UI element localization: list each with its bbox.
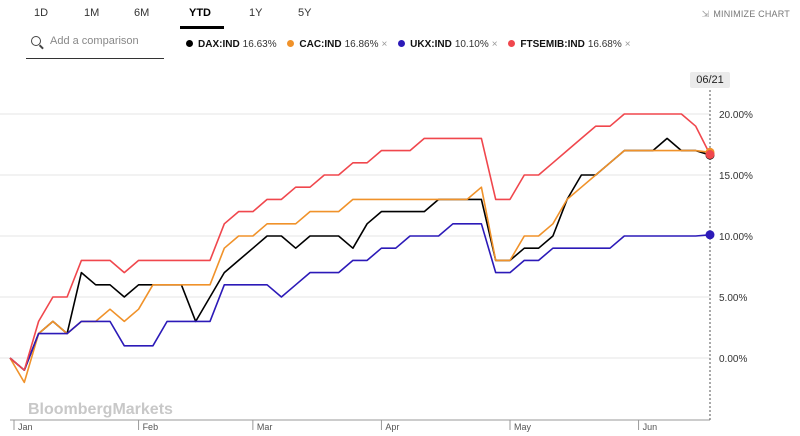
legend-item-dax: DAX:IND 16.63% bbox=[186, 39, 277, 50]
chart-legend: DAX:IND 16.63% CAC:IND 16.86% × UKX:IND 10.1… bbox=[186, 39, 639, 50]
time-range-tabs: 1D 1M 6M YTD 1Y 5Y ⇲ MINIMIZE CHART bbox=[0, 0, 800, 30]
x-tick-label: Jan bbox=[18, 422, 33, 432]
x-tick-label: May bbox=[514, 422, 532, 432]
legend-dot-ftsemib bbox=[508, 40, 516, 47]
series-endpoints bbox=[705, 147, 715, 240]
legend-dot-cac bbox=[287, 40, 295, 47]
legend-value-ftsemib: 16.68% bbox=[587, 39, 622, 50]
series-line-dax[interactable] bbox=[9, 137, 711, 372]
legend-name-cac: CAC:IND bbox=[299, 39, 342, 50]
tab-1m[interactable]: 1M bbox=[84, 7, 100, 19]
legend-name-dax: DAX:IND bbox=[198, 39, 240, 50]
series-endpoint-ftsemib bbox=[705, 150, 715, 160]
y-tick-label: 10.00% bbox=[719, 232, 753, 243]
x-axis: Jan Feb Mar Apr May Jun bbox=[10, 419, 710, 432]
comparison-search bbox=[26, 30, 164, 59]
tab-ytd[interactable]: YTD bbox=[189, 7, 211, 19]
minimize-icon: ⇲ bbox=[701, 9, 710, 19]
remove-cac-icon[interactable]: × bbox=[381, 39, 388, 50]
legend-dot-dax bbox=[186, 40, 193, 47]
tab-1y[interactable]: 1Y bbox=[249, 7, 263, 19]
y-axis-ticks: 20.00% 15.00% 10.00% 5.00% 0.00% bbox=[719, 110, 753, 365]
bloomberg-watermark: BloombergMarkets bbox=[28, 401, 173, 418]
tab-6m[interactable]: 6M bbox=[134, 7, 150, 19]
search-icon bbox=[31, 36, 41, 46]
legend-item-ftsemib: FTSEMIB:IND 16.68% × bbox=[508, 39, 631, 50]
legend-value-ukx: 10.10% bbox=[454, 39, 489, 50]
series-lines bbox=[9, 113, 711, 384]
remove-ukx-icon[interactable]: × bbox=[491, 39, 498, 50]
y-tick-label: 0.00% bbox=[719, 354, 747, 365]
legend-value-dax: 16.63% bbox=[242, 39, 277, 50]
legend-value-cac: 16.86% bbox=[344, 39, 379, 50]
remove-ftsemib-icon[interactable]: × bbox=[624, 39, 631, 50]
y-tick-label: 15.00% bbox=[719, 171, 753, 182]
tab-1d[interactable]: 1D bbox=[34, 7, 49, 19]
series-line-ukx[interactable] bbox=[9, 223, 711, 372]
legend-name-ftsemib: FTSEMIB:IND bbox=[520, 39, 585, 50]
series-endpoint-ukx bbox=[705, 230, 715, 240]
x-tick-label: Apr bbox=[385, 422, 399, 432]
series-line-ftsemib[interactable] bbox=[9, 113, 711, 372]
active-tab-indicator bbox=[180, 26, 224, 29]
x-tick-label: Mar bbox=[257, 422, 273, 432]
series-line-cac[interactable] bbox=[9, 149, 711, 384]
minimize-chart-label: MINIMIZE CHART bbox=[713, 9, 790, 19]
add-comparison-input[interactable] bbox=[50, 35, 160, 47]
y-tick-label: 20.00% bbox=[719, 110, 753, 121]
minimize-chart-button[interactable]: ⇲ MINIMIZE CHART bbox=[702, 9, 790, 20]
legend-item-ukx: UKX:IND 10.10% × bbox=[398, 39, 498, 50]
x-tick-label: Feb bbox=[143, 422, 159, 432]
x-tick-label: Jun bbox=[643, 422, 658, 432]
legend-name-ukx: UKX:IND bbox=[410, 39, 452, 50]
tab-5y[interactable]: 5Y bbox=[298, 7, 312, 19]
line-chart[interactable]: 20.00% 15.00% 10.00% 5.00% 0.00% Jan Feb Mar Ap… bbox=[0, 62, 800, 436]
legend-item-cac: CAC:IND 16.86% × bbox=[287, 39, 387, 50]
y-tick-label: 5.00% bbox=[719, 293, 747, 304]
date-badge: 06/21 bbox=[690, 72, 730, 88]
legend-dot-ukx bbox=[398, 40, 406, 47]
